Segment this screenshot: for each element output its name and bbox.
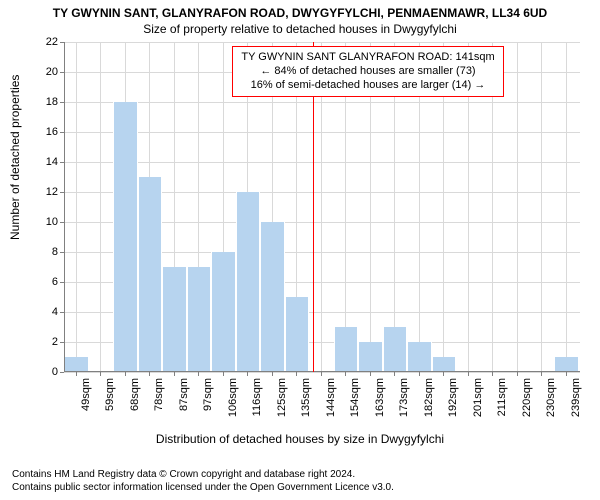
y-tick-label: 20: [46, 66, 58, 78]
x-tick-label: 106sqm: [227, 378, 239, 417]
y-tick-label: 6: [52, 276, 58, 288]
x-tick-mark: [492, 372, 493, 376]
y-tick-label: 16: [46, 126, 58, 138]
annotation-box: TY GWYNIN SANT GLANYRAFON ROAD: 141sqm← …: [232, 46, 504, 97]
histogram-bar: [407, 342, 432, 372]
x-tick-label: 87sqm: [178, 378, 190, 411]
x-tick-label: 192sqm: [447, 378, 459, 417]
chart-footer: Contains HM Land Registry data © Crown c…: [12, 469, 394, 494]
y-tick-label: 2: [52, 336, 58, 348]
histogram-bar: [554, 357, 579, 372]
histogram-bar: [285, 297, 310, 372]
histogram-bar: [236, 192, 261, 372]
x-tick-label: 144sqm: [325, 378, 337, 417]
x-tick-mark: [100, 372, 101, 376]
x-tick-label: 135sqm: [300, 378, 312, 417]
y-tick-label: 14: [46, 156, 58, 168]
x-tick-mark: [321, 372, 322, 376]
grid-line-h: [64, 132, 580, 133]
histogram-bar: [162, 267, 187, 372]
x-tick-mark: [125, 372, 126, 376]
annotation-line: 16% of semi-detached houses are larger (…: [239, 79, 497, 93]
x-tick-label: 173sqm: [398, 378, 410, 417]
y-tick-label: 12: [46, 186, 58, 198]
histogram-bar: [358, 342, 383, 372]
x-tick-label: 59sqm: [104, 378, 116, 411]
y-axis-line: [64, 42, 65, 372]
histogram-bar: [432, 357, 457, 372]
x-axis-label: Distribution of detached houses by size …: [0, 432, 600, 446]
grid-line-h: [64, 42, 580, 43]
x-tick-mark: [174, 372, 175, 376]
histogram-bar: [113, 102, 138, 372]
grid-line-v: [541, 42, 542, 372]
x-tick-mark: [566, 372, 567, 376]
footer-line-1: Contains HM Land Registry data © Crown c…: [12, 469, 394, 482]
x-tick-mark: [247, 372, 248, 376]
x-tick-label: 78sqm: [153, 378, 165, 411]
x-tick-mark: [149, 372, 150, 376]
y-tick-label: 4: [52, 306, 58, 318]
histogram-bar: [211, 252, 236, 372]
y-tick-label: 8: [52, 246, 58, 258]
histogram-bar: [334, 327, 359, 372]
x-tick-mark: [370, 372, 371, 376]
grid-line-v: [517, 42, 518, 372]
y-axis-label: Number of detached properties: [8, 75, 22, 240]
annotation-line: TY GWYNIN SANT GLANYRAFON ROAD: 141sqm: [239, 51, 497, 65]
grid-line-v: [76, 42, 77, 372]
x-tick-label: 125sqm: [276, 378, 288, 417]
y-tick-label: 22: [46, 36, 58, 48]
x-tick-mark: [272, 372, 273, 376]
y-tick-mark: [60, 372, 64, 373]
histogram-bar: [383, 327, 408, 372]
annotation-line: ← 84% of detached houses are smaller (73…: [239, 65, 497, 79]
x-tick-mark: [223, 372, 224, 376]
x-tick-mark: [443, 372, 444, 376]
x-tick-label: 97sqm: [202, 378, 214, 411]
grid-line-v: [566, 42, 567, 372]
x-tick-label: 201sqm: [472, 378, 484, 417]
grid-line-h: [64, 162, 580, 163]
grid-line-h: [64, 102, 580, 103]
chart-plot-area: 024681012141618202249sqm59sqm68sqm78sqm8…: [64, 42, 580, 372]
x-tick-label: 154sqm: [349, 378, 361, 417]
x-tick-mark: [517, 372, 518, 376]
histogram-bar: [64, 357, 89, 372]
x-tick-label: 239sqm: [570, 378, 582, 417]
x-tick-label: 220sqm: [521, 378, 533, 417]
histogram-bar: [187, 267, 212, 372]
chart-title-address: TY GWYNIN SANT, GLANYRAFON ROAD, DWYGYFY…: [0, 6, 600, 20]
x-tick-label: 163sqm: [374, 378, 386, 417]
x-tick-label: 211sqm: [496, 378, 508, 416]
x-tick-label: 116sqm: [251, 378, 263, 416]
x-tick-label: 68sqm: [129, 378, 141, 411]
x-tick-mark: [296, 372, 297, 376]
x-tick-label: 49sqm: [80, 378, 92, 411]
x-tick-mark: [394, 372, 395, 376]
x-tick-label: 182sqm: [423, 378, 435, 417]
grid-line-h: [64, 372, 580, 373]
x-tick-mark: [345, 372, 346, 376]
x-tick-mark: [419, 372, 420, 376]
y-tick-label: 0: [52, 366, 58, 378]
x-tick-mark: [541, 372, 542, 376]
chart-title-subtitle: Size of property relative to detached ho…: [0, 22, 600, 36]
y-tick-label: 18: [46, 96, 58, 108]
histogram-bar: [138, 177, 163, 372]
histogram-bar: [260, 222, 285, 372]
x-tick-mark: [198, 372, 199, 376]
x-tick-mark: [76, 372, 77, 376]
y-tick-label: 10: [46, 216, 58, 228]
x-tick-label: 230sqm: [545, 378, 557, 417]
footer-line-2: Contains public sector information licen…: [12, 482, 394, 495]
x-axis-line: [64, 371, 580, 372]
x-tick-mark: [468, 372, 469, 376]
grid-line-v: [100, 42, 101, 372]
